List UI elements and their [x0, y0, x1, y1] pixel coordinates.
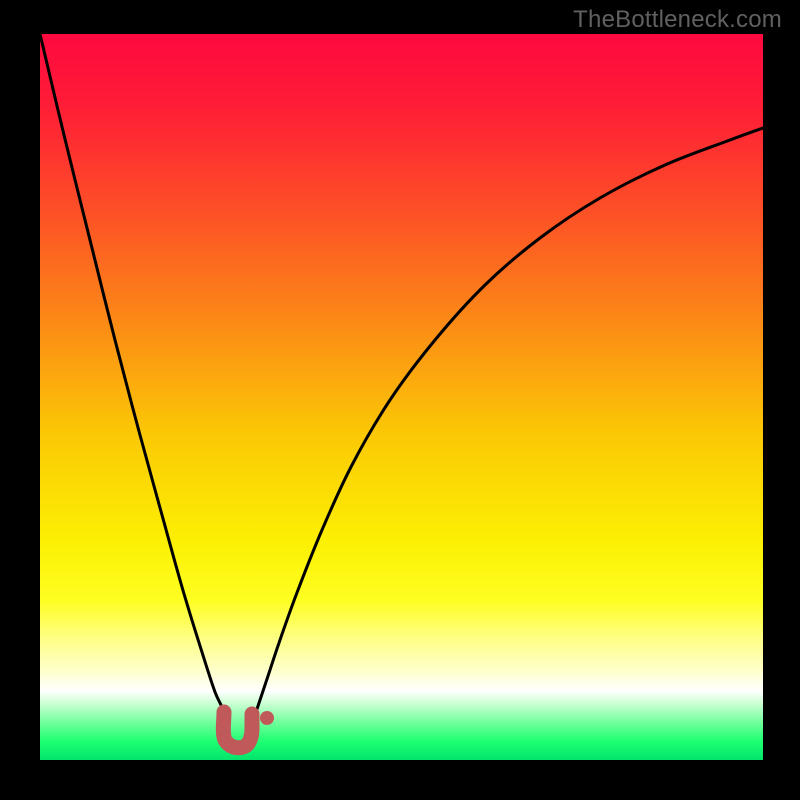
trough-dot-marker — [260, 711, 274, 725]
watermark-text: TheBottleneck.com — [573, 6, 782, 34]
chart-container: TheBottleneck.com — [0, 0, 800, 800]
gradient-plot-area — [40, 34, 763, 760]
bottleneck-curve-plot — [0, 0, 800, 800]
